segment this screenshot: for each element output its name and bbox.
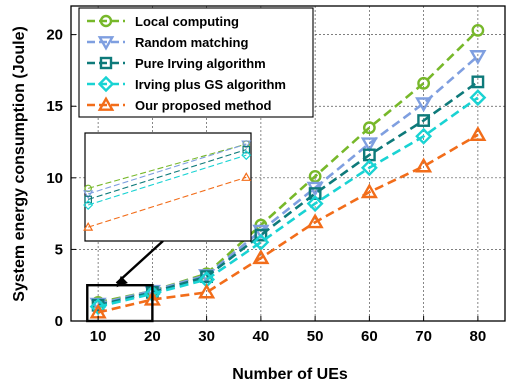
inset-series-line [87,149,247,200]
legend-marker [97,36,115,51]
x-tick-label: 10 [90,328,107,345]
inset-data-point [241,172,252,181]
data-point [415,157,433,173]
inset-plot [83,132,252,242]
y-tick-label: 5 [55,241,63,258]
data-point [471,23,485,37]
series-our-proposed-method [89,125,487,319]
data-point [417,76,431,90]
legend-marker [99,56,113,70]
data-point [469,50,487,66]
legend-label: Pure Irving algorithm [135,56,266,71]
zoom-arrow-head [116,275,128,288]
series-line [97,96,479,308]
data-point [252,233,270,251]
inset-data-point [83,190,94,200]
legend-label: Local computing [135,14,239,29]
data-point [360,183,378,199]
data-point [306,213,324,229]
y-tick-label: 15 [46,98,63,115]
data-point [360,137,378,153]
legend-entry: Local computing [87,14,239,29]
x-tick-label: 40 [253,328,270,345]
inset-data-point [241,150,252,161]
plot-frame [70,5,506,322]
data-point [469,125,487,141]
data-point [362,121,376,135]
legend-entry: Irving plus GS algorithm [87,75,286,93]
data-point [415,127,433,145]
y-tick-label: 20 [46,27,63,44]
inset-series-line [87,154,247,206]
data-point [471,75,485,89]
y-tick-label: 0 [55,313,63,330]
legend-label: Our proposed method [135,98,272,113]
x-tick-label: 50 [307,328,324,345]
legend: Local computing Random matching Pure Irvin… [78,7,314,118]
series-line [97,55,479,306]
x-tick-label: 80 [470,328,487,345]
legend-label: Random matching [135,35,248,50]
inset-data-point [84,184,92,193]
y-tick-label: 10 [46,170,63,187]
inset-series-line [87,143,247,195]
data-point [417,114,431,127]
data-point [308,187,322,200]
legend-entry: Random matching [87,35,248,51]
x-tick-label: 20 [144,328,161,345]
series-line [97,80,479,307]
inset-data-point [242,145,251,154]
x-tick-label: 30 [198,328,215,345]
x-axis-label: Number of UEs [232,366,348,383]
legend-entry: Our proposed method [87,96,272,113]
zoom-arrow [115,240,164,285]
inset-series-line [88,143,247,189]
data-point [89,298,107,316]
legend-marker [97,75,115,93]
inset-series [83,140,252,200]
inset-series-line [87,176,247,228]
data-point [360,159,378,177]
inset-series [83,172,252,231]
legend-entry: Pure Irving algorithm [87,56,266,71]
axes: 10 20 30 40 50 60 70 80 0 5 10 15 20 [46,5,506,345]
data-point [252,249,270,265]
inset-series [83,150,252,211]
data-point [469,89,487,107]
legend-label: Irving plus GS algorithm [135,77,286,92]
data-point [415,97,433,113]
y-axis-label: System energy consumption (Joule) [11,26,28,302]
inset-series [84,145,251,204]
x-tick-label: 70 [415,328,432,345]
data-point [198,283,216,299]
x-tick-label: 60 [361,328,378,345]
legend-marker [97,96,115,111]
data-point [306,195,324,213]
series-line [97,133,479,314]
inset-data-point [241,140,252,150]
inset-data-point [83,199,94,211]
data-point [254,228,268,242]
series-line [97,29,479,304]
data-point [308,169,322,183]
inset-data-point [83,221,94,231]
legend-marker [99,14,113,28]
series-irving-plus-gs-algorithm [89,89,487,316]
inset-data-point [84,195,92,204]
